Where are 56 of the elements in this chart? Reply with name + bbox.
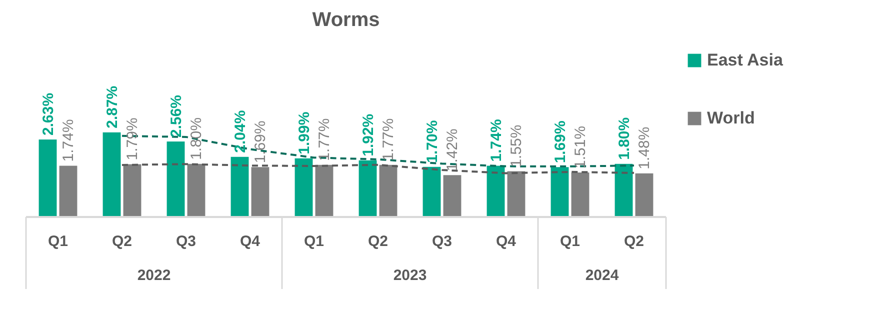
data-label: 1.69% — [252, 120, 270, 164]
data-label: 2.04% — [232, 110, 249, 153]
data-label: 2.56% — [168, 94, 185, 138]
data-label: 1.48% — [636, 126, 654, 170]
bar — [550, 167, 569, 217]
x-tick-label: Q3 — [176, 233, 196, 250]
bar — [230, 156, 249, 217]
data-label: 1.74% — [60, 119, 78, 162]
bar — [379, 164, 398, 217]
data-label: 1.99% — [296, 112, 313, 154]
text: 2022 — [137, 267, 171, 284]
bar — [59, 166, 78, 217]
data-label: 1.74% — [488, 119, 505, 162]
data-label: 1.55% — [508, 124, 526, 168]
x-tick-label: Q2 — [112, 233, 132, 250]
bar — [443, 175, 462, 217]
text: 2024 — [585, 267, 620, 284]
x-tick-label: Q4 — [240, 233, 261, 250]
data-label: 1.77% — [316, 118, 334, 161]
bar — [38, 139, 57, 217]
bar — [166, 142, 185, 217]
bar — [635, 173, 654, 217]
legend-label: World — [707, 108, 755, 128]
bar — [251, 167, 270, 217]
bar — [294, 158, 313, 217]
x-tick-label: Q1 — [48, 233, 68, 250]
bar — [315, 164, 334, 217]
bar — [486, 166, 505, 217]
chart-title: Worms — [312, 9, 380, 31]
data-label: 1.79% — [124, 118, 142, 160]
x-tick-label: Q2 — [624, 233, 644, 250]
bar — [422, 166, 441, 217]
data-label: 1.92% — [360, 114, 377, 156]
x-tick-label: Q2 — [368, 233, 388, 250]
x-tick-label: Q3 — [432, 233, 452, 250]
bar — [102, 132, 121, 217]
legend-label: East Asia — [707, 50, 784, 70]
data-label: 1.77% — [380, 118, 398, 161]
x-tick-label: Q4 — [496, 233, 517, 250]
x-tick-label: Q1 — [304, 233, 324, 250]
data-label: 2.63% — [40, 92, 57, 136]
bar — [187, 164, 206, 217]
data-label: 1.69% — [552, 120, 569, 164]
data-label: 1.80% — [188, 117, 206, 160]
data-label: 1.51% — [572, 126, 590, 168]
data-label: 1.70% — [424, 120, 441, 163]
x-tick-label: Q1 — [560, 233, 580, 250]
data-label: 1.80% — [616, 117, 633, 160]
bar — [507, 171, 526, 217]
text: 2023 — [393, 267, 427, 284]
data-label: 1.42% — [444, 128, 462, 172]
bar — [614, 164, 633, 217]
bar — [123, 164, 142, 217]
data-label: 2.87% — [104, 86, 121, 128]
bar — [571, 172, 590, 217]
bar — [358, 160, 377, 217]
